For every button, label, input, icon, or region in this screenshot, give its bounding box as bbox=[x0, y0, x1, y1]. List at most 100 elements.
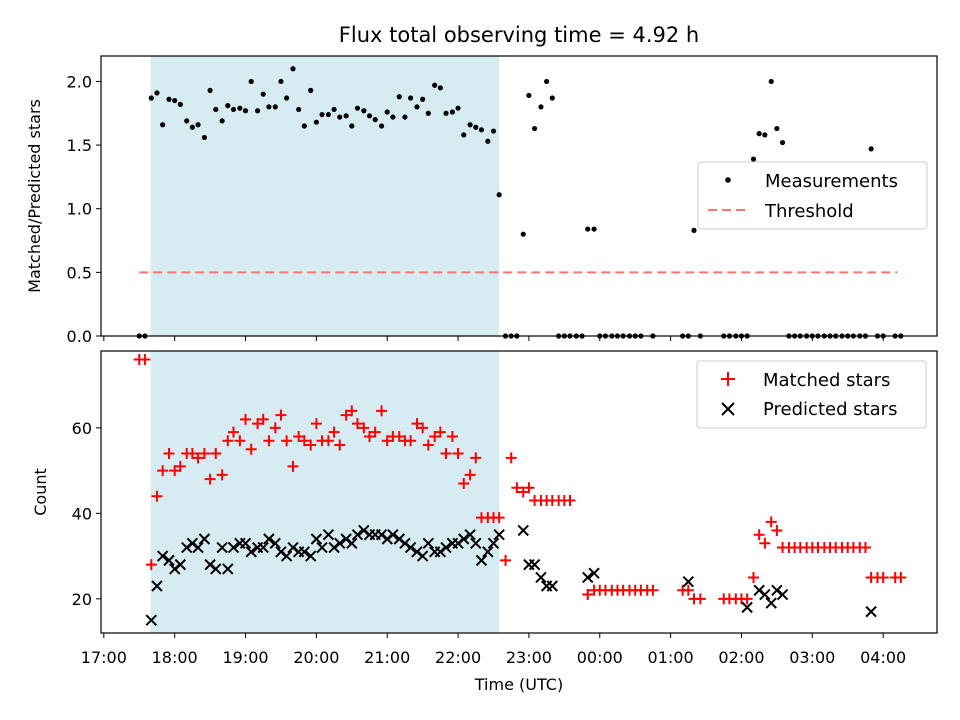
predicted-star-point bbox=[416, 550, 429, 562]
measurement-point bbox=[172, 97, 178, 104]
matched-star-point bbox=[582, 589, 594, 601]
measurement-point bbox=[473, 124, 479, 130]
measurement-point bbox=[432, 82, 438, 88]
predicted-star-point bbox=[216, 541, 228, 554]
matched-star-point bbox=[741, 593, 753, 605]
x-tick-label: 04:00 bbox=[860, 648, 906, 667]
predicted-star-point bbox=[198, 533, 211, 545]
matched-star-point bbox=[694, 593, 706, 605]
top-x-ticks bbox=[103, 336, 884, 341]
y-tick-label: 0.5 bbox=[67, 263, 92, 282]
measurement-point bbox=[461, 132, 467, 138]
predicted-star-point bbox=[174, 558, 187, 571]
measurement-point bbox=[201, 134, 208, 141]
measurement-point bbox=[308, 87, 314, 93]
matched-star-point bbox=[564, 495, 576, 507]
y-tick-label: 2.0 bbox=[67, 72, 92, 91]
predicted-star-point bbox=[682, 576, 695, 588]
predicted-star-point bbox=[346, 537, 358, 549]
measurement-point bbox=[490, 128, 497, 134]
legend-matched-marker bbox=[721, 372, 735, 386]
measurement-point bbox=[408, 95, 414, 101]
predicted-star-point bbox=[582, 571, 594, 584]
predicted-star-point bbox=[151, 580, 163, 592]
measurement-point bbox=[544, 78, 550, 85]
matched-star-point bbox=[895, 571, 907, 583]
matched-star-point bbox=[322, 435, 334, 447]
measurement-point bbox=[750, 156, 757, 162]
measurement-point bbox=[166, 96, 172, 102]
measurement-point bbox=[520, 231, 526, 237]
measurement-point bbox=[691, 227, 697, 233]
predicted-star-point bbox=[741, 601, 753, 614]
x-tick-label: 19:00 bbox=[222, 648, 268, 667]
predicted-star-point bbox=[535, 571, 547, 584]
predicted-star-point bbox=[239, 537, 252, 549]
predicted-star-point bbox=[334, 537, 346, 549]
top-observing-span bbox=[150, 56, 500, 336]
measurement-point bbox=[384, 109, 390, 115]
bottom-y-ticks: 20 40 60 bbox=[72, 419, 101, 609]
matched-star-point bbox=[334, 439, 346, 451]
predicted-star-point bbox=[351, 529, 364, 541]
predicted-star-point bbox=[487, 537, 500, 549]
legend-threshold-label: Threshold bbox=[764, 201, 854, 222]
matched-star-point bbox=[440, 448, 452, 460]
top-legend: Measurements Threshold bbox=[697, 161, 928, 230]
x-tick-label: 21:00 bbox=[364, 648, 410, 667]
y-tick-label: 60 bbox=[72, 419, 92, 438]
predicted-star-point bbox=[546, 580, 559, 592]
measurement-point bbox=[467, 122, 473, 128]
predicted-star-point bbox=[759, 588, 771, 601]
matched-star-point bbox=[281, 435, 293, 447]
matched-star-point bbox=[263, 435, 275, 447]
predicted-star-point bbox=[227, 541, 240, 554]
matched-star-point bbox=[517, 486, 529, 498]
matched-star-point bbox=[298, 435, 310, 447]
matched-star-point bbox=[411, 418, 423, 430]
matched-star-point bbox=[500, 554, 512, 566]
measurement-point bbox=[296, 106, 302, 113]
measurement-point bbox=[301, 123, 307, 129]
matched-star-point bbox=[192, 452, 204, 464]
x-tick-label: 18:00 bbox=[152, 648, 198, 667]
top-y-ticks: 0.0 0.5 1.0 1.5 2.0 bbox=[67, 72, 101, 346]
matched-star-point bbox=[204, 473, 216, 485]
predicted-star-point bbox=[493, 529, 505, 541]
y-tick-label: 1.5 bbox=[67, 136, 92, 155]
matched-star-point bbox=[647, 584, 659, 596]
measurement-point bbox=[290, 66, 296, 72]
predicted-star-point bbox=[588, 567, 600, 579]
matched-star-point bbox=[464, 469, 476, 481]
measurement-point bbox=[319, 111, 325, 118]
chart-title: Flux total observing time = 4.92 h bbox=[339, 23, 699, 47]
matched-star-point bbox=[287, 460, 299, 472]
measurement-point bbox=[378, 123, 385, 129]
measurement-point bbox=[219, 118, 225, 124]
matched-star-point bbox=[771, 524, 783, 536]
matched-star-point bbox=[234, 435, 246, 447]
predicted-star-point bbox=[192, 541, 204, 554]
measurement-point bbox=[531, 125, 538, 132]
measurement-point bbox=[485, 138, 491, 144]
y-tick-label: 0.0 bbox=[67, 327, 92, 346]
measurement-point bbox=[254, 108, 261, 114]
matched-star-point bbox=[222, 435, 234, 447]
measurement-point bbox=[343, 113, 349, 119]
matched-star-point bbox=[245, 443, 257, 455]
matched-star-point bbox=[151, 490, 163, 502]
bottom-legend: Matched stars Predicted stars bbox=[696, 360, 927, 429]
x-tick-label: 23:00 bbox=[506, 648, 552, 667]
legend-predicted-marker bbox=[721, 402, 735, 416]
predicted-star-point bbox=[458, 533, 470, 545]
legend-matched-label: Matched stars bbox=[763, 370, 890, 391]
predicted-star-point bbox=[475, 554, 488, 567]
measurement-point bbox=[402, 114, 408, 120]
measurement-point bbox=[177, 101, 183, 107]
matched-star-point bbox=[364, 430, 376, 442]
predicted-star-point bbox=[222, 563, 234, 575]
measurement-point bbox=[242, 108, 249, 114]
measurement-point bbox=[225, 103, 231, 109]
predicted-star-point bbox=[517, 524, 529, 537]
measurement-point bbox=[779, 139, 786, 146]
